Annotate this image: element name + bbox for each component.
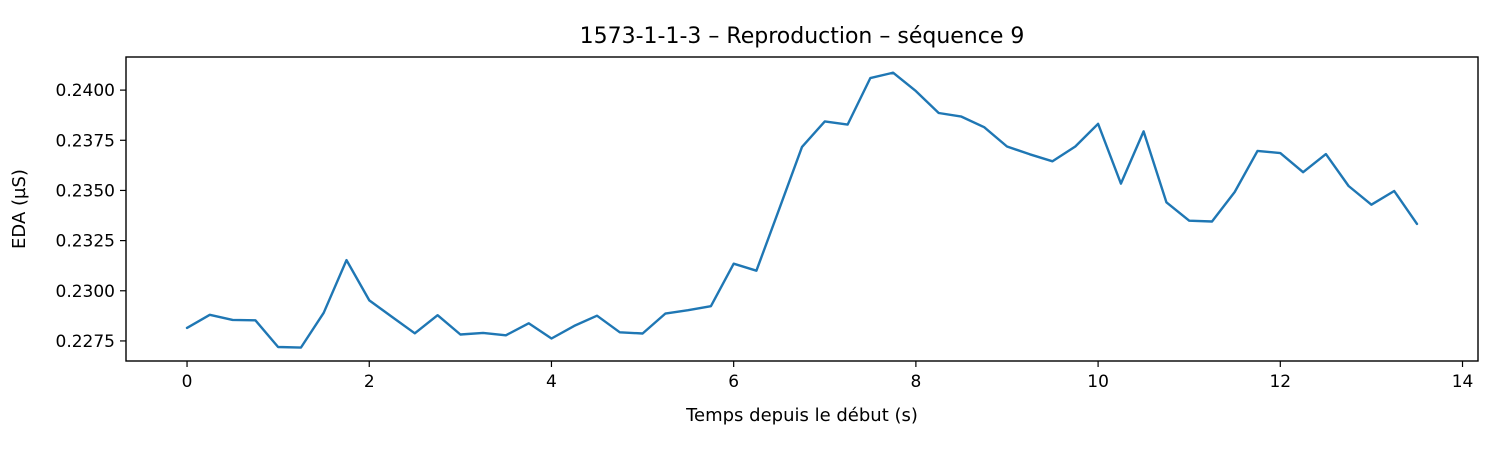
y-tick-label: 0.2400: [56, 81, 115, 101]
y-tick-label: 0.2375: [56, 131, 115, 151]
x-tick-label: 0: [182, 372, 193, 392]
x-tick-label: 10: [1087, 372, 1109, 392]
y-axis-label: EDA (µS): [9, 169, 30, 249]
x-tick-label: 6: [728, 372, 739, 392]
plot-series: [185, 71, 1419, 349]
x-tick-label: 8: [910, 372, 921, 392]
y-tick-label: 0.2325: [56, 232, 115, 252]
chart-title: 1573-1-1-3 – Reproduction – séquence 9: [580, 24, 1025, 49]
eda-series-line: [185, 71, 1419, 349]
x-axis: 0 2 4 6 8 10 12 14: [182, 361, 1474, 392]
y-axis: 0.2275 0.2300 0.2325 0.2350 0.2375 0.2400: [56, 81, 126, 352]
x-tick-label: 2: [364, 372, 375, 392]
x-axis-label: Temps depuis le début (s): [685, 405, 918, 426]
x-tick-label: 4: [546, 372, 557, 392]
plot-frame: [125, 56, 1479, 362]
x-tick-label: 12: [1269, 372, 1291, 392]
y-tick-label: 0.2350: [56, 181, 115, 201]
y-tick-label: 0.2300: [56, 282, 115, 302]
x-tick-label: 14: [1452, 372, 1474, 392]
y-tick-label: 0.2275: [56, 332, 115, 352]
